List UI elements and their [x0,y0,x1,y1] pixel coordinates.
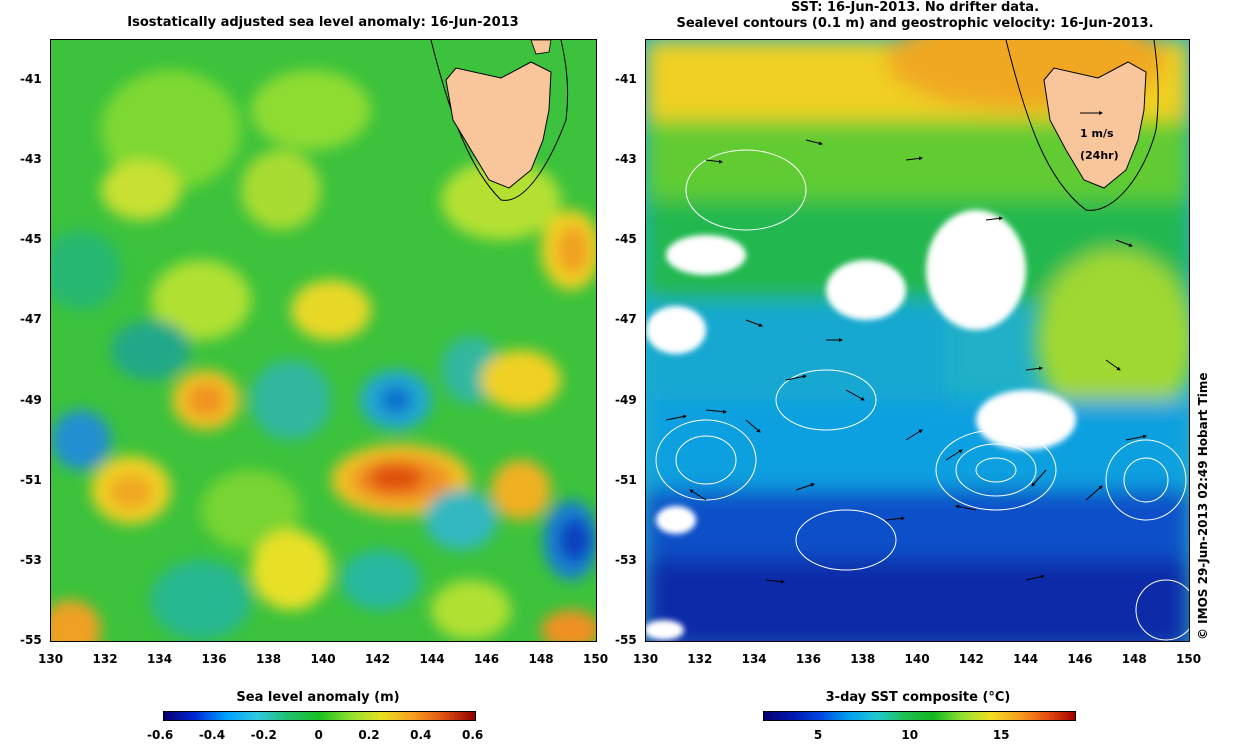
right-y-tick-label: -47 [615,312,637,327]
right-y-tick-label: -41 [615,72,637,87]
sla-colorbar-tick-label: 0 [314,728,323,742]
sla-map-svg [51,40,596,641]
sst-colorbar-tick-label: 15 [992,728,1010,742]
left-y-tick-label: -55 [20,633,42,647]
left-x-tick-label: 134 [147,652,173,666]
sla-colorbar-tick-label: -0.2 [250,728,277,742]
sla-colorbar-tick-label: -0.6 [147,728,174,742]
right-x-tick-label: 140 [904,652,930,666]
sst-map-svg: 1 m/s (24hr) [646,40,1189,641]
left-x-tick-label: 150 [583,652,609,666]
left-x-tick-label: 146 [474,652,500,666]
right-y-tick-label: -45 [615,232,637,247]
left-x-tick-label: 140 [310,652,336,666]
sla-field [51,70,596,641]
left-map-title: Isostatically adjusted sea level anomaly… [127,15,519,30]
right-title-line2: Sealevel contours (0.1 m) and geostrophi… [676,16,1154,31]
right-map-title: SST: 16-Jun-2013. No drifter data. Seale… [625,0,1205,32]
left-x-tick-label: 136 [201,652,227,666]
velocity-reference-note: (24hr) [1080,149,1119,162]
sst-colorbar-tick-label: 5 [813,728,823,742]
tasmania-land [1043,61,1147,189]
right-y-tick-label: -51 [615,472,637,487]
right-y-tick-label: -43 [615,152,637,167]
right-x-tick-label: 138 [850,652,876,666]
left-y-tick-label: -53 [20,552,42,567]
sst-colorbar-tick-label: 10 [901,728,919,742]
right-x-tick-label: 132 [687,652,713,666]
right-x-tick-label: 136 [795,652,821,666]
right-y-tick-label: -55 [615,633,637,647]
left-y-tick-label: -41 [20,72,42,87]
sla-colorbar-tick-label: 0.6 [462,728,484,742]
left-x-tick-label: 130 [38,652,64,666]
sea-level-anomaly-map [50,39,597,642]
left-y-tick-label: -47 [20,312,42,327]
sea-level-contours [655,149,1189,641]
sst-map: 1 m/s (24hr) [645,39,1190,642]
right-title-line1: SST: 16-Jun-2013. No drifter data. [790,0,1040,15]
right-x-tick-label: 148 [1121,652,1147,666]
cloud-gaps [646,210,1076,640]
sla-colorbar-tick-label: 0.2 [358,728,380,742]
right-y-tick-label: -53 [615,552,637,567]
right-y-tick-label: -49 [615,392,637,407]
left-x-tick-label: 148 [528,652,554,666]
geostrophic-velocity-arrows [665,139,1147,584]
velocity-reference-label: 1 m/s [1080,127,1114,140]
island-land [530,40,552,55]
coastline-contour [1005,40,1159,211]
sla-colorbar-tick-label: 0.4 [410,728,432,742]
sla-colorbar [163,711,476,721]
right-x-tick-label: 150 [1176,652,1202,666]
right-x-tick-label: 134 [741,652,767,666]
copyright-notice: © IMOS 29-Jun-2013 02:49 Hobart Time [1196,372,1210,640]
sla-colorbar-tick-label: -0.4 [198,728,226,742]
left-x-tick-label: 144 [419,652,445,666]
sst-colorbar-title: 3-day SST composite (°C) [825,690,1011,705]
right-x-tick-label: 142 [958,652,984,666]
sla-colorbar-title: Sea level anomaly (m) [236,690,400,705]
left-y-tick-label: -51 [20,472,42,487]
sst-colorbar [763,711,1076,721]
right-x-tick-label: 130 [633,652,659,666]
right-x-tick-label: 146 [1067,652,1093,666]
left-x-tick-label: 132 [92,652,118,666]
tasmania-land [445,61,552,189]
left-x-tick-label: 142 [365,652,391,666]
left-y-tick-label: -45 [20,232,42,247]
right-x-tick-label: 144 [1013,652,1039,666]
left-y-tick-label: -49 [20,392,42,407]
left-y-tick-label: -43 [20,152,42,167]
left-x-tick-label: 138 [256,652,282,666]
